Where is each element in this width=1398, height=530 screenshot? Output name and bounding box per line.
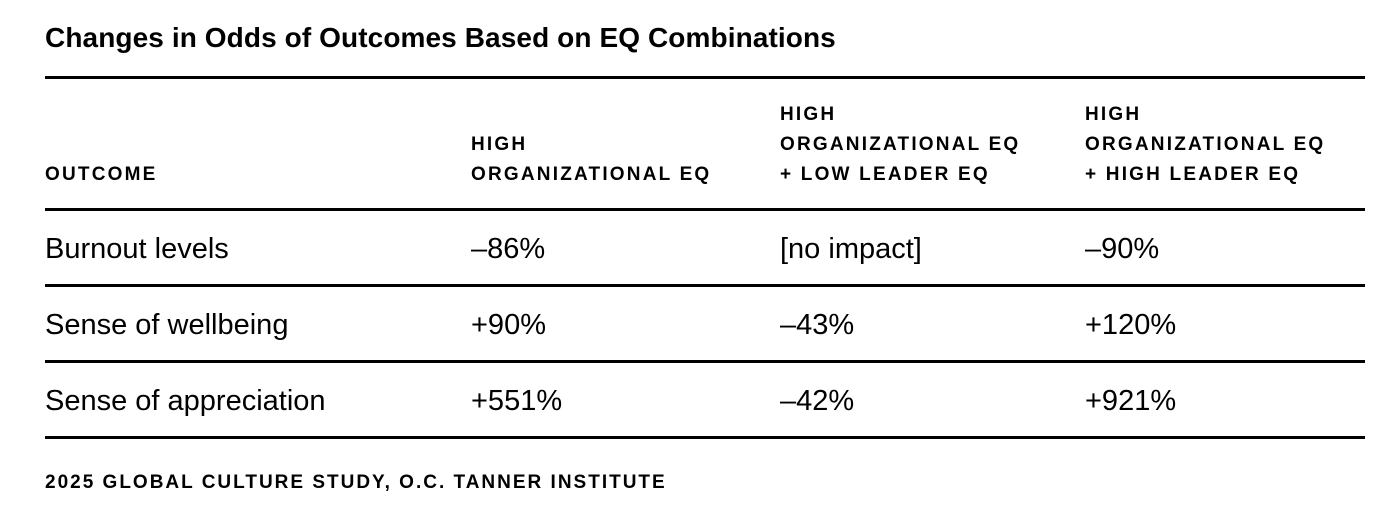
table-cell-value: –86% bbox=[471, 233, 546, 265]
table-cell-outcome: Sense of wellbeing bbox=[45, 309, 289, 341]
chart-title: Changes in Odds of Outcomes Based on EQ … bbox=[45, 22, 836, 53]
table-cell-value: –42% bbox=[780, 385, 855, 417]
table-cell-outcome: Burnout levels bbox=[45, 233, 229, 265]
column-header-line: ORGANIZATIONAL EQ bbox=[471, 164, 712, 185]
top-rule bbox=[45, 76, 1365, 79]
table-cell-outcome: Sense of appreciation bbox=[45, 385, 326, 417]
bottom-rule bbox=[45, 436, 1365, 439]
column-header-high-org-eq: HIGH ORGANIZATIONAL EQ bbox=[471, 130, 711, 190]
column-header-line: HIGH bbox=[780, 104, 837, 125]
column-header-high-org-high-leader-eq: HIGH ORGANIZATIONAL EQ + HIGH LEADER EQ bbox=[1085, 100, 1325, 190]
column-header-line: HIGH bbox=[1085, 104, 1142, 125]
table-cell-value: [no impact] bbox=[780, 233, 922, 265]
column-header-line: HIGH bbox=[471, 134, 528, 155]
table-cell-value: –43% bbox=[780, 309, 855, 341]
header-rule bbox=[45, 208, 1365, 211]
row-divider bbox=[45, 360, 1365, 363]
table-cell-value: +90% bbox=[471, 309, 546, 341]
column-header-high-org-low-leader-eq: HIGH ORGANIZATIONAL EQ + LOW LEADER EQ bbox=[780, 100, 1020, 190]
source-note: 2025 GLOBAL CULTURE STUDY, O.C. TANNER I… bbox=[45, 472, 667, 493]
column-header-line: OUTCOME bbox=[45, 164, 158, 185]
column-header-line: ORGANIZATIONAL EQ bbox=[1085, 134, 1326, 155]
column-header-line: ORGANIZATIONAL EQ bbox=[780, 134, 1021, 155]
table-cell-value: +551% bbox=[471, 385, 563, 417]
table-cell-value: +921% bbox=[1085, 385, 1177, 417]
row-divider bbox=[45, 284, 1365, 287]
table-cell-value: –90% bbox=[1085, 233, 1160, 265]
column-header-line: + LOW LEADER EQ bbox=[780, 164, 990, 185]
column-header-outcome: OUTCOME bbox=[45, 160, 158, 190]
table-cell-value: +120% bbox=[1085, 309, 1177, 341]
column-header-line: + HIGH LEADER EQ bbox=[1085, 164, 1301, 185]
